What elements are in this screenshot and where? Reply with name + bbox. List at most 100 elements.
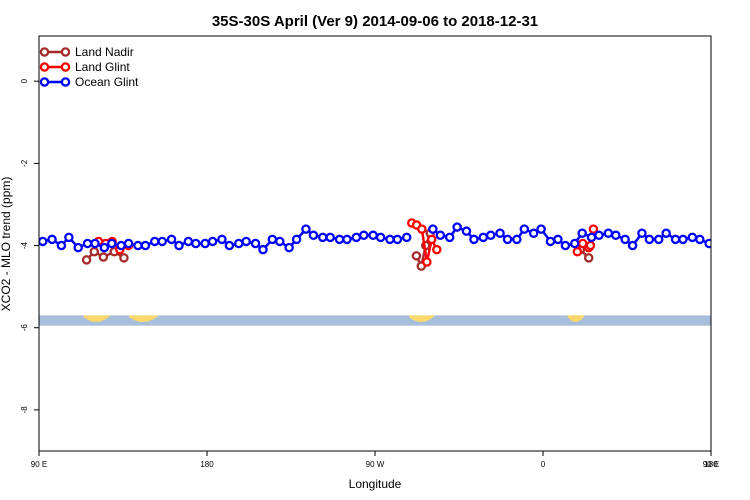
ocean-glint-point: [452, 222, 462, 232]
land-ocean-strip: [39, 315, 750, 326]
land-mass: [567, 315, 585, 322]
ocean-glint-point: [722, 246, 729, 253]
ocean-glint-point: [536, 224, 546, 234]
ocean-glint-point: [469, 234, 479, 245]
ocean-glint-point: [594, 230, 604, 241]
land-mass: [83, 315, 110, 322]
ocean-glint-point: [258, 244, 268, 255]
land-mass: [128, 315, 158, 322]
ocean-glint-point: [140, 240, 151, 251]
land-glint-point: [737, 248, 744, 255]
land-nadir-legend-marker: [39, 47, 50, 57]
land-glint-legend-label: Land Glint: [75, 60, 130, 74]
ocean-glint-point: [704, 238, 711, 249]
ocean-glint-point: [47, 234, 57, 245]
ocean-glint-point: [560, 240, 571, 251]
ocean-glint-point: [308, 230, 319, 241]
ocean-band: [39, 315, 711, 326]
land-nadir-point: [411, 251, 422, 261]
ocean-glint-point: [653, 234, 664, 245]
land-nadir-legend-marker: [60, 47, 71, 57]
land-glint-point: [744, 242, 750, 249]
ocean-glint-point: [730, 240, 737, 247]
ocean-glint-point: [174, 240, 184, 251]
ocean-glint-point: [678, 234, 688, 245]
land-glint-point: [572, 246, 583, 257]
ocean-glint-point: [207, 236, 218, 247]
ocean-glint-point: [428, 224, 438, 234]
ocean-glint-point: [275, 236, 285, 247]
land-glint-point: [585, 240, 596, 251]
ocean-glint-point: [512, 234, 522, 245]
ocean-glint-point: [747, 242, 750, 249]
y-tick-label: -6: [20, 324, 29, 332]
ocean-glint-legend-marker: [60, 77, 71, 87]
x-tick-label: 180: [704, 460, 718, 469]
land-nadir-point: [81, 255, 92, 265]
land-mass: [745, 315, 750, 322]
ocean-glint-point: [284, 242, 294, 253]
x-tick-label: 90 W: [366, 460, 385, 469]
ocean-glint-point: [661, 228, 671, 238]
ocean-glint-point: [217, 234, 227, 245]
x-tick-label: 90 E: [703, 460, 719, 469]
ocean-glint-point: [461, 226, 472, 236]
x-axis-label: Longitude: [349, 477, 402, 491]
ocean-glint-point: [359, 230, 369, 241]
ocean-glint-point: [133, 240, 143, 251]
ocean-glint-point: [375, 232, 386, 243]
ocean-glint-point: [73, 242, 83, 253]
y-tick-label: -4: [20, 241, 29, 249]
land-nadir-point: [583, 253, 594, 263]
y-tick-label: -2: [20, 159, 29, 167]
ocean-glint-point: [444, 232, 455, 243]
ocean-glint-point: [325, 232, 335, 243]
ocean-glint-legend-label: Ocean Glint: [75, 75, 139, 89]
ocean-glint-point: [545, 236, 556, 247]
y-tick-label: -8: [20, 406, 29, 414]
ocean-glint-point: [183, 236, 194, 247]
y-tick-label: 0: [20, 78, 29, 83]
ocean-glint-point: [317, 232, 328, 243]
ocean-glint-point: [123, 238, 134, 249]
ocean-glint-point: [149, 236, 160, 247]
ocean-glint-point: [351, 232, 362, 243]
land-nadir-line: [743, 250, 750, 260]
land-nadir-point: [98, 252, 109, 262]
y-axis-label: XCO2 - MLO trend (ppm): [0, 177, 13, 312]
ocean-glint-point: [687, 232, 698, 243]
ocean-glint-point: [528, 228, 539, 238]
ocean-glint-point: [241, 236, 251, 247]
ocean-glint-point: [56, 240, 67, 251]
land-nadir-point: [89, 246, 100, 257]
ocean-glint-point: [291, 234, 302, 245]
x-tick-label: 180: [200, 460, 214, 469]
ocean-glint-point: [385, 234, 395, 245]
land-glint-point: [432, 244, 442, 255]
ocean-glint-point: [495, 228, 505, 238]
land-glint-point: [422, 257, 432, 267]
x-tick-label: 90 E: [31, 460, 47, 469]
ocean-glint-point: [586, 232, 597, 243]
ocean-glint-point: [82, 238, 93, 249]
ocean-glint-point: [233, 238, 244, 249]
ocean-glint-point: [502, 234, 513, 245]
ocean-glint-point: [695, 234, 705, 245]
ocean-glint-point: [116, 240, 126, 251]
ocean-glint-point: [64, 232, 74, 243]
land-glint-legend-marker: [60, 62, 71, 72]
ocean-glint-point: [301, 224, 311, 234]
ocean-glint-point: [401, 232, 412, 243]
ocean-glint-point: [637, 228, 647, 238]
y-axis: 0 -2 -4 -6 -8: [20, 78, 39, 413]
ocean-glint-point: [478, 232, 489, 243]
chart-title: 35S-30S April (Ver 9) 2014-09-06 to 2018…: [212, 13, 538, 30]
ocean-glint-point: [39, 236, 48, 247]
ocean-glint-point: [334, 234, 345, 245]
ocean-glint-point: [250, 238, 261, 249]
ocean-glint-point: [435, 230, 446, 241]
series-layer: [39, 218, 750, 271]
